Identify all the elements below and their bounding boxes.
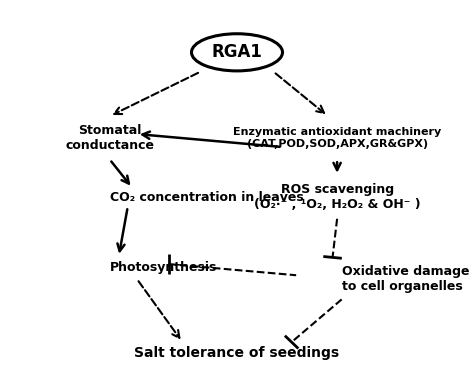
Text: RGA1: RGA1 [211, 43, 263, 61]
Text: ROS scavenging
(O₂·⁻ , ¹O₂, H₂O₂ & OH⁻ ): ROS scavenging (O₂·⁻ , ¹O₂, H₂O₂ & OH⁻ ) [254, 183, 420, 211]
Text: Oxidative damage
to cell organelles: Oxidative damage to cell organelles [342, 265, 469, 293]
Text: Photosynthesis: Photosynthesis [109, 261, 217, 274]
Text: CO₂ concentration in leaves: CO₂ concentration in leaves [109, 191, 303, 204]
Text: Stomatal
conductance: Stomatal conductance [65, 124, 154, 152]
Text: Salt tolerance of seedings: Salt tolerance of seedings [135, 346, 339, 360]
Text: Enzymatic antioxidant machinery
(CAT,POD,SOD,APX,GR&GPX): Enzymatic antioxidant machinery (CAT,POD… [233, 127, 441, 149]
